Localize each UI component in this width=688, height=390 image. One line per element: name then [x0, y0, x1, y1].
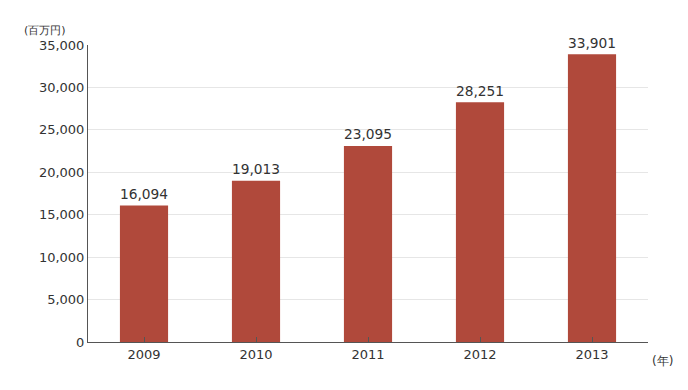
svg-text:30,000: 30,000: [39, 80, 85, 95]
svg-text:0: 0: [76, 335, 84, 350]
svg-text:(年): (年): [652, 354, 673, 368]
svg-text:16,094: 16,094: [120, 186, 168, 202]
svg-text:10,000: 10,000: [39, 250, 85, 265]
svg-text:2010: 2010: [239, 347, 272, 362]
svg-text:2009: 2009: [127, 347, 160, 362]
svg-text:19,013: 19,013: [232, 161, 280, 177]
svg-text:28,251: 28,251: [456, 83, 504, 99]
svg-text:35,000: 35,000: [39, 38, 85, 53]
svg-text:15,000: 15,000: [39, 207, 85, 222]
svg-text:2013: 2013: [575, 347, 608, 362]
svg-text:5,000: 5,000: [47, 292, 84, 307]
svg-text:23,095: 23,095: [344, 126, 392, 142]
svg-text:33,901: 33,901: [568, 35, 616, 51]
svg-text:2011: 2011: [351, 347, 384, 362]
svg-text:2012: 2012: [463, 347, 496, 362]
svg-text:25,000: 25,000: [39, 122, 85, 137]
svg-text:20,000: 20,000: [39, 165, 85, 180]
svg-text:(百万円): (百万円): [24, 24, 66, 37]
